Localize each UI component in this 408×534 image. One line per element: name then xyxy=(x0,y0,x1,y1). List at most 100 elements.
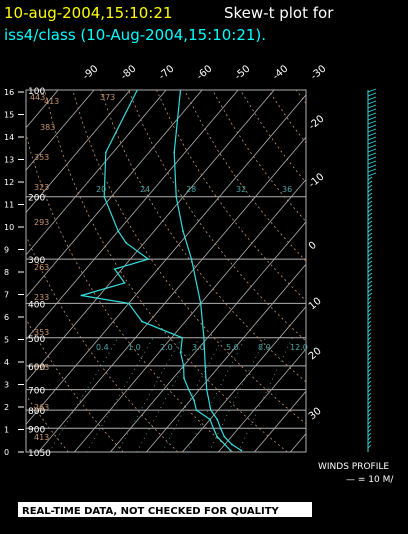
height-tick-label: 8 xyxy=(4,268,9,277)
wind-barb xyxy=(367,352,372,357)
wind-barb xyxy=(367,156,377,161)
height-tick-label: 3 xyxy=(4,381,9,390)
height-tick-label: 14 xyxy=(4,133,14,142)
wind-barb xyxy=(367,188,373,193)
wind-barb xyxy=(367,432,372,437)
temperature-tick-top: -70 xyxy=(157,63,177,82)
wind-barb xyxy=(367,384,372,389)
isotherm-line xyxy=(182,305,306,452)
dry-adiabat xyxy=(44,90,288,452)
mixing-ratio-label: 28 xyxy=(186,185,196,194)
dewpoint-profile-point xyxy=(182,364,185,367)
isotherm-line xyxy=(290,433,306,452)
wind-barb xyxy=(367,176,373,181)
wind-barb xyxy=(367,420,372,425)
wind-barb xyxy=(367,196,373,201)
wind-barb xyxy=(367,284,373,289)
temperature-profile-point xyxy=(204,364,207,367)
wind-barb xyxy=(367,320,372,325)
dewpoint-profile-point xyxy=(209,418,212,421)
temperature-tick-top: -60 xyxy=(195,63,215,82)
wind-barb xyxy=(367,324,372,329)
wind-barb xyxy=(367,116,377,121)
pressure-tick-label: 900 xyxy=(28,425,45,435)
pressure-tick-label: 600 xyxy=(28,363,45,373)
wind-barb xyxy=(367,364,372,369)
height-tick-label: 6 xyxy=(4,313,9,322)
theta-label: 413 xyxy=(44,97,59,106)
dewpoint-profile-point xyxy=(229,449,232,452)
theta-label: 383 xyxy=(40,123,55,132)
wind-barb xyxy=(367,340,372,345)
mixing-ratio-label: 32 xyxy=(236,185,246,194)
wind-barb xyxy=(367,100,377,105)
dewpoint-profile-point xyxy=(187,388,190,391)
isotherm-line xyxy=(26,90,131,214)
temperature-profile-point xyxy=(216,418,219,421)
temperature-profile-point xyxy=(182,230,184,233)
wind-barb xyxy=(367,184,373,189)
dewpoint-profile-point xyxy=(216,435,219,438)
height-tick-label: 13 xyxy=(4,156,14,165)
wind-barb xyxy=(367,88,377,93)
temperature-profile-point xyxy=(231,443,233,446)
dry-adiabat xyxy=(324,90,408,452)
height-tick-label: 7 xyxy=(4,291,9,300)
wind-barb xyxy=(367,348,372,353)
height-tick-label: 10 xyxy=(4,223,14,232)
wind-barb xyxy=(367,228,373,233)
wind-barb xyxy=(367,204,373,209)
mixing-ratio-label: 12.0 xyxy=(290,343,308,352)
wind-barb xyxy=(367,356,372,361)
wind-barb xyxy=(367,436,372,441)
temperature-profile-point xyxy=(190,258,193,260)
temperature-profile-point xyxy=(175,195,178,198)
pressure-tick-label: 700 xyxy=(28,387,45,397)
dry-adiabat xyxy=(295,90,306,105)
mixing-ratio-line xyxy=(136,337,200,452)
height-tick-label: 0 xyxy=(4,448,9,457)
wind-barb xyxy=(367,132,377,137)
dewpoint-profile-point xyxy=(179,351,182,354)
dry-adiabat xyxy=(100,90,306,383)
wind-barb xyxy=(367,232,373,237)
dewpoint-profile-point xyxy=(193,399,195,402)
wind-barb xyxy=(367,128,377,133)
wind-barb xyxy=(367,164,377,169)
pressure-tick-label: 400 xyxy=(28,300,45,310)
isotherm-line xyxy=(218,348,306,452)
wind-barb xyxy=(367,152,377,157)
wind-barb xyxy=(367,428,372,433)
wind-barb xyxy=(367,392,372,397)
mixing-ratio-line xyxy=(186,337,246,452)
temperature-tick-right: -20 xyxy=(307,113,327,132)
dewpoint-profile-point xyxy=(223,443,226,446)
temperature-tick-top: -80 xyxy=(119,63,139,82)
wind-barb xyxy=(367,212,373,217)
wind-barb xyxy=(367,332,372,337)
pressure-tick-label: 300 xyxy=(28,256,45,266)
isotherm-line xyxy=(26,90,203,298)
mixing-ratio-line xyxy=(117,337,183,452)
wind-barb xyxy=(367,192,373,197)
wind-barb xyxy=(367,216,373,221)
wind-barb xyxy=(367,140,377,145)
wind-barb xyxy=(367,368,372,373)
theta-label: 353 xyxy=(34,153,49,162)
height-tick-label: 4 xyxy=(4,358,9,367)
wind-barb xyxy=(367,412,372,417)
adiabat-layer xyxy=(26,90,408,452)
wind-barb xyxy=(367,288,373,293)
isotherm-line xyxy=(26,90,167,256)
temperature-profile-point xyxy=(223,435,226,438)
mixing-ratio-label: 1.0 xyxy=(128,343,141,352)
temperature-tick-top: -50 xyxy=(233,63,253,82)
temperature-tick-right: 30 xyxy=(307,406,324,423)
height-tick-label: 12 xyxy=(4,178,14,187)
theta-label: 373 xyxy=(100,93,115,102)
isotherm-line xyxy=(326,90,408,452)
wind-barb xyxy=(367,264,373,269)
mixing-ratio-line xyxy=(48,337,119,452)
mixing-ratio-label: 2.0 xyxy=(160,343,173,352)
wind-barb xyxy=(367,416,372,421)
